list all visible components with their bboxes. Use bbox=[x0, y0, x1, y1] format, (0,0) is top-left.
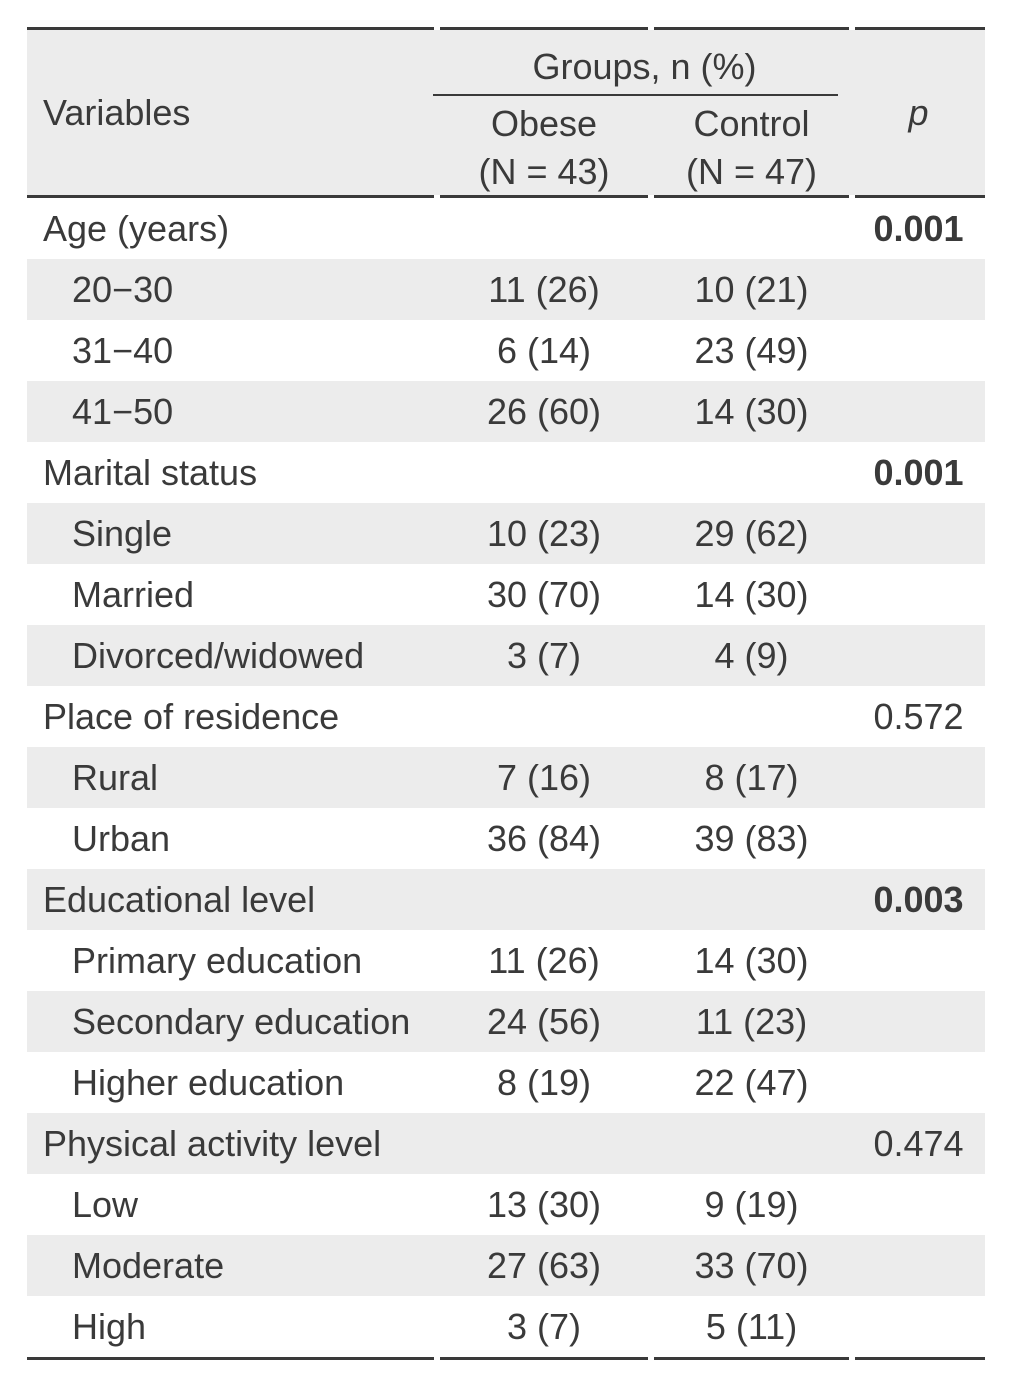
control-value: 10 (21) bbox=[694, 268, 809, 310]
table-row: Educational level 0.003 bbox=[27, 869, 985, 930]
table-row: Marital status 0.001 bbox=[27, 442, 985, 503]
table-row: Married 30 (70) 14 (30) bbox=[27, 564, 985, 625]
obese-value: 7 (16) bbox=[496, 756, 592, 798]
row-label: High bbox=[72, 1305, 147, 1347]
table-row: Physical activity level 0.474 bbox=[27, 1113, 985, 1174]
control-value: 33 (70) bbox=[694, 1244, 809, 1286]
table-row: Higher education 8 (19) 22 (47) bbox=[27, 1052, 985, 1113]
demographics-table: Variables Groups, n (%) Obese (N = 43) C… bbox=[27, 27, 985, 1360]
row-label: Primary education bbox=[72, 939, 363, 981]
obese-value: 13 (30) bbox=[486, 1183, 602, 1225]
table-row: Rural 7 (16) 8 (17) bbox=[27, 747, 985, 808]
obese-value: 26 (60) bbox=[486, 390, 602, 432]
table-row: Primary education 11 (26) 14 (30) bbox=[27, 930, 985, 991]
row-label: Divorced/widowed bbox=[72, 634, 365, 676]
obese-value: 10 (23) bbox=[486, 512, 602, 554]
obese-value: 8 (19) bbox=[496, 1061, 592, 1103]
header-control-n: (N = 47) bbox=[685, 150, 818, 192]
control-value: 4 (9) bbox=[714, 634, 789, 676]
header-obese: Obese (N = 43) bbox=[437, 96, 651, 196]
header-subcolumns: Obese (N = 43) Control (N = 47) bbox=[437, 96, 852, 196]
header-p: p bbox=[908, 91, 929, 133]
table-body: Age (years) 0.001 20−30 11 (26) 10 (21) … bbox=[27, 198, 985, 1357]
row-label: Moderate bbox=[72, 1244, 225, 1286]
table-row: 31−40 6 (14) 23 (49) bbox=[27, 320, 985, 381]
header-groups: Groups, n (%) Obese (N = 43) Control (N … bbox=[433, 30, 852, 196]
header-obese-n: (N = 43) bbox=[478, 150, 610, 192]
header-control: Control (N = 47) bbox=[651, 96, 852, 196]
row-label: Higher education bbox=[72, 1061, 345, 1103]
control-value: 22 (47) bbox=[694, 1061, 809, 1103]
p-value: 0.474 bbox=[873, 1122, 964, 1164]
obese-value: 11 (26) bbox=[488, 939, 600, 981]
table-row: Urban 36 (84) 39 (83) bbox=[27, 808, 985, 869]
table-row: Moderate 27 (63) 33 (70) bbox=[27, 1235, 985, 1296]
table-row: 41−50 26 (60) 14 (30) bbox=[27, 381, 985, 442]
groups-spanner-line bbox=[433, 94, 838, 96]
row-label: Rural bbox=[72, 756, 159, 798]
obese-value: 36 (84) bbox=[486, 817, 602, 859]
row-label: 20−30 bbox=[72, 268, 174, 310]
header-obese-label: Obese bbox=[490, 103, 598, 144]
obese-value: 27 (63) bbox=[486, 1244, 602, 1286]
control-value: 8 (17) bbox=[704, 756, 799, 798]
control-value: 14 (30) bbox=[694, 390, 809, 432]
control-value: 14 (30) bbox=[694, 939, 809, 981]
obese-value: 11 (26) bbox=[488, 268, 600, 310]
p-value: 0.003 bbox=[873, 878, 964, 920]
p-value: 0.001 bbox=[873, 451, 964, 493]
control-value: 11 (23) bbox=[695, 1000, 808, 1042]
table-row: Secondary education 24 (56) 11 (23) bbox=[27, 991, 985, 1052]
table-bottom-border bbox=[27, 1357, 985, 1360]
control-value: 29 (62) bbox=[694, 512, 809, 554]
row-label: Physical activity level bbox=[43, 1122, 382, 1164]
obese-value: 24 (56) bbox=[486, 1000, 602, 1042]
obese-value: 3 (7) bbox=[506, 1305, 582, 1347]
row-label: Place of residence bbox=[43, 695, 340, 737]
row-label: 31−40 bbox=[72, 329, 174, 371]
row-label: Single bbox=[72, 512, 173, 554]
row-label: Age (years) bbox=[43, 207, 230, 249]
table-row: Divorced/widowed 3 (7) 4 (9) bbox=[27, 625, 985, 686]
p-value: 0.572 bbox=[873, 695, 964, 737]
header-groups-title: Groups, n (%) bbox=[532, 46, 757, 87]
row-label: 41−50 bbox=[72, 390, 174, 432]
control-value: 14 (30) bbox=[694, 573, 809, 615]
row-label: Educational level bbox=[43, 878, 316, 920]
header-divider bbox=[27, 195, 985, 198]
table-row: Low 13 (30) 9 (19) bbox=[27, 1174, 985, 1235]
p-value: 0.001 bbox=[873, 207, 964, 249]
control-value: 5 (11) bbox=[705, 1305, 798, 1347]
header-variables: Variables bbox=[43, 91, 191, 133]
obese-value: 3 (7) bbox=[506, 634, 582, 676]
table-row: Single 10 (23) 29 (62) bbox=[27, 503, 985, 564]
row-label: Married bbox=[72, 573, 195, 615]
row-label: Low bbox=[72, 1183, 139, 1225]
table-top-border bbox=[27, 27, 985, 30]
row-label: Marital status bbox=[43, 451, 258, 493]
table-header: Variables Groups, n (%) Obese (N = 43) C… bbox=[27, 30, 985, 195]
table-row: Place of residence 0.572 bbox=[27, 686, 985, 747]
control-value: 23 (49) bbox=[694, 329, 809, 371]
header-control-label: Control bbox=[693, 103, 810, 144]
control-value: 39 (83) bbox=[694, 817, 809, 859]
row-label: Urban bbox=[72, 817, 171, 859]
row-label: Secondary education bbox=[72, 1000, 411, 1042]
obese-value: 6 (14) bbox=[496, 329, 592, 371]
control-value: 9 (19) bbox=[704, 1183, 799, 1225]
obese-value: 30 (70) bbox=[486, 573, 602, 615]
table-row: 20−30 11 (26) 10 (21) bbox=[27, 259, 985, 320]
table-row: High 3 (7) 5 (11) bbox=[27, 1296, 985, 1357]
table-row: Age (years) 0.001 bbox=[27, 198, 985, 259]
